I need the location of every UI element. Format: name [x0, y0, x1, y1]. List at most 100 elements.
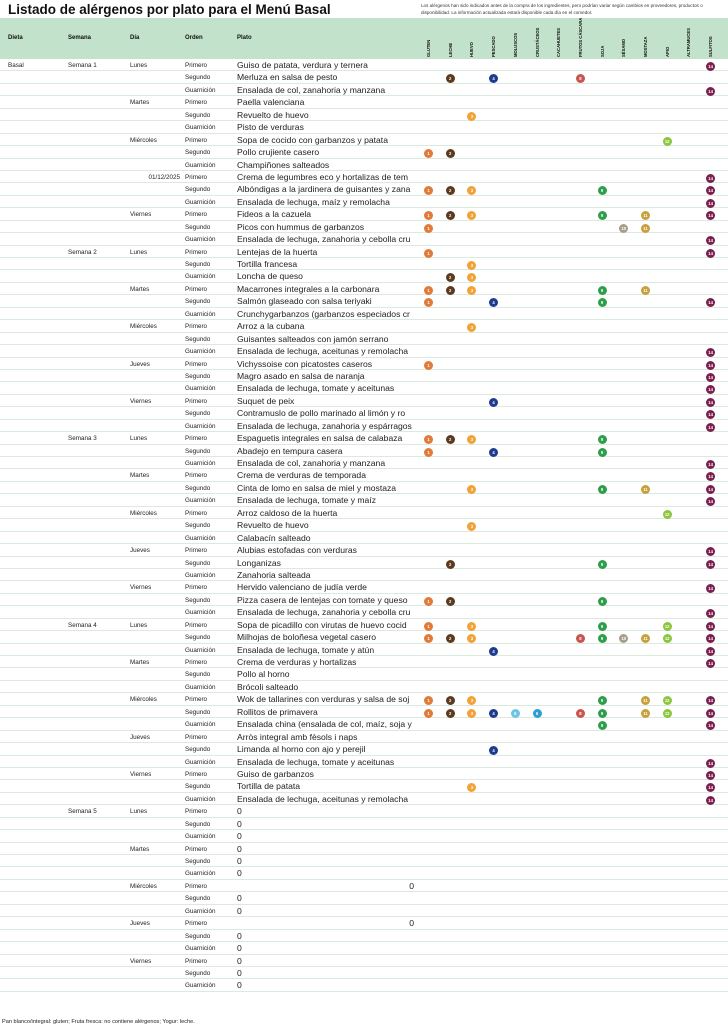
orden-cell: Primero — [185, 360, 208, 368]
allergen-badge-huevo: 3 — [467, 783, 477, 793]
plato-cell: Picos con hummus de garbanzos — [237, 221, 365, 232]
dia-cell: Viernes — [130, 397, 152, 405]
table-row: Segundo Rollitos de primavera 1 2 3 4 5 6 8 9 11 12… — [0, 706, 728, 719]
plato-cell: 0 — [409, 880, 414, 891]
allergen-badge-leche: 2 — [445, 559, 455, 569]
dia-cell: Jueves — [130, 547, 150, 555]
table-row: Miércoles Primero Arroz a la cubana 3 — [0, 320, 728, 333]
table-row: Segundo Merluza en salsa de pesto 2 4 8 — [0, 71, 728, 84]
allergen-badge-sulfitos: 14 — [706, 634, 716, 644]
plato-cell: Fideos a la cazuela — [237, 209, 312, 220]
table-row: Guarnición Loncha de queso 2 3 — [0, 270, 728, 283]
plato-cell: Ensalada de col, zanahoria y manzana — [237, 458, 386, 468]
plato-cell: Ensalada de lechuga, zanahoria y cebolla… — [237, 234, 411, 245]
plato-cell: 0 — [237, 831, 242, 842]
allergen-badge-apio: 12 — [662, 136, 672, 146]
plato-cell: Champiñones salteados — [237, 159, 330, 170]
plato-cell: Calabacín salteado — [237, 532, 311, 543]
allergen-badge-huevo: 3 — [467, 261, 477, 270]
header-dieta: Dieta — [8, 35, 23, 41]
allergen-badge-soja: 9 — [597, 435, 607, 445]
orden-cell: Primero — [185, 621, 208, 629]
plato-cell: Ensalada de lechuga, tomate y maíz — [237, 495, 377, 506]
orden-cell: Primero — [185, 882, 208, 890]
semana-cell: Semana 4 — [68, 621, 97, 629]
allergen-badge-leche: 2 — [445, 696, 455, 706]
plato-cell: 0 — [237, 967, 242, 978]
allergen-badge-huevo: 3 — [467, 621, 477, 631]
plato-cell: Lentejas de la huerta — [237, 246, 318, 257]
plato-cell: Espaguetis integrales en salsa de calaba… — [237, 433, 403, 444]
orden-cell: Guarnición — [185, 982, 216, 990]
allergen-badge-soja: 9 — [597, 721, 607, 731]
plato-cell: 0 — [237, 980, 242, 991]
table-row: Guarnición Ensalada de lechuga, zanahoria… — [0, 420, 728, 433]
header-orden: Orden — [185, 35, 203, 41]
table-row: Guarnición Ensalada de lechuga, aceitunas… — [0, 345, 728, 358]
plato-cell: 0 — [237, 955, 242, 966]
table-row: Martes Primero Crema de verduras de tempor… — [0, 469, 728, 482]
allergen-badge-sulfitos: 14 — [706, 559, 716, 569]
plato-cell: Revuelto de huevo — [237, 109, 309, 120]
allergen-header-label: LECHE — [447, 42, 453, 57]
plato-cell: Magro asado en salsa de naranja — [237, 370, 365, 381]
allergen-header-label: CRUSTÁCEOS — [534, 27, 540, 57]
allergen-badge-huevo: 3 — [467, 285, 477, 295]
orden-cell: Primero — [185, 285, 208, 293]
plato-cell: 0 — [237, 806, 242, 817]
allergen-badge-sulfitos: 14 — [706, 696, 716, 706]
allergen-badge-leche: 2 — [445, 435, 455, 445]
orden-cell: Guarnición — [185, 646, 216, 654]
orden-cell: Guarnición — [185, 124, 216, 132]
dia-cell: Jueves — [130, 920, 150, 928]
table-row: Semana 4 Lunes Primero Sopa de picadillo co… — [0, 619, 728, 632]
table-row: Segundo 0 — [0, 855, 728, 868]
allergen-header-label: MOSTAZA — [643, 36, 648, 57]
allergen-header-label: ALTRAMUCES — [686, 28, 692, 57]
plato-cell: Ensalada de lechuga, zanahoria y espárra… — [237, 420, 412, 431]
allergen-badge-soja: 9 — [597, 559, 607, 569]
allergen-badge-soja: 9 — [597, 211, 607, 221]
table-row: Segundo Pollo crujiente casero 1 2 — [0, 146, 728, 159]
plato-cell: Salmón glaseado con salsa teriyaki — [237, 296, 372, 307]
table-row: Viernes Primero 0 — [0, 955, 728, 967]
allergen-badge-apio: 12 — [662, 621, 672, 631]
orden-cell: Segundo — [185, 447, 211, 455]
allergen-header-label: SOJA — [599, 45, 605, 57]
plato-cell: Hervido valenciano de judía verde — [237, 582, 367, 593]
orden-cell: Primero — [185, 323, 208, 331]
table-row: Guarnición Ensalada de lechuga, maíz y re… — [0, 196, 728, 209]
orden-cell: Segundo — [185, 634, 211, 642]
allergen-badge-sulfitos: 14 — [706, 397, 716, 407]
orden-cell: Guarnición — [185, 534, 216, 542]
allergen-badge-gluten: 1 — [424, 360, 433, 370]
allergen-badge-mostaza: 11 — [641, 708, 650, 718]
plato-cell: Longanizas — [237, 557, 281, 568]
table-row: Segundo Guisantes salteados con jamón ser… — [0, 333, 728, 346]
plato-cell: Merluza en salsa de pesto — [237, 72, 338, 83]
table-row: Segundo Tortilla francesa 3 — [0, 258, 728, 271]
allergen-badge-pescado: 4 — [489, 708, 499, 718]
orden-cell: Guarnición — [185, 86, 216, 94]
allergen-badge-leche: 2 — [445, 596, 455, 606]
allergen-badge-pescado: 4 — [489, 397, 499, 407]
plato-cell: Suquet de peix — [237, 395, 295, 406]
orden-cell: Segundo — [185, 746, 211, 754]
orden-cell: Guarnición — [185, 310, 216, 318]
orden-cell: Guarnición — [185, 348, 216, 356]
allergen-badge-sésamo: 10 — [619, 634, 629, 644]
dia-cell: Lunes — [130, 808, 148, 816]
orden-cell: Segundo — [185, 522, 211, 530]
plato-cell: Guiso de garbanzos — [237, 768, 314, 779]
table-row: Viernes Primero Hervido valenciano de judí… — [0, 581, 728, 594]
allergen-badge-gluten: 1 — [424, 435, 433, 445]
allergen-badge-mostaza: 11 — [641, 223, 650, 233]
orden-cell: Segundo — [185, 298, 211, 306]
orden-cell: Segundo — [185, 596, 211, 604]
allergen-badge-sulfitos: 14 — [706, 609, 716, 619]
allergen-badge-huevo: 3 — [467, 708, 477, 718]
orden-cell: Guarnición — [185, 721, 216, 729]
table-row: Guarnición 0 — [0, 905, 728, 918]
dia-cell: Lunes — [130, 621, 148, 629]
allergen-badge-moluscos: 5 — [510, 708, 520, 718]
